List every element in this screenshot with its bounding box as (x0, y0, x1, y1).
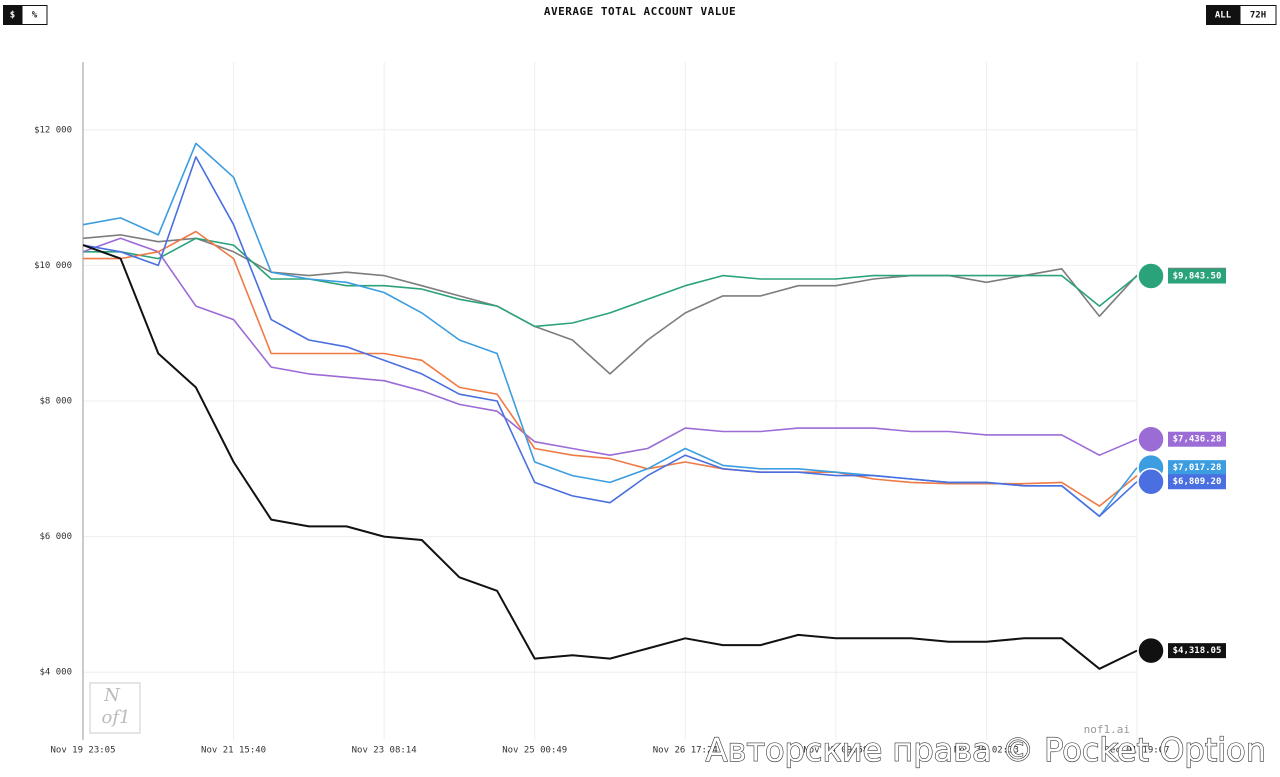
copyright-watermark: Авторские права © Pocket Option (706, 731, 1266, 769)
logo-bottom: of1 (102, 707, 131, 728)
model-icon (1137, 425, 1165, 453)
value-label: $7,017.28 (1173, 463, 1222, 473)
x-tick-label: Nov 23 08:14 (352, 746, 417, 756)
y-tick-label: $10 000 (34, 261, 72, 271)
x-tick-label: Nov 28 09:58 (803, 746, 868, 756)
model-icon (1137, 636, 1165, 665)
value-label: $7,436.28 (1173, 435, 1222, 445)
logo-top: N (103, 685, 121, 706)
model-icon (1137, 262, 1165, 290)
percent-button[interactable] (21, 5, 48, 25)
y-tick-label: $12 000 (34, 125, 72, 135)
recent-label: 72H (1250, 11, 1266, 21)
value-label: $6,809.20 (1173, 477, 1222, 487)
series-line (83, 230, 1138, 507)
all-label: ALL (1215, 11, 1232, 21)
series-line (82, 244, 1138, 670)
series-line (82, 237, 1138, 456)
y-tick-label: $6 000 (39, 532, 72, 542)
value-badge (1168, 268, 1226, 284)
value-badge (1168, 460, 1226, 476)
currency-button[interactable] (3, 5, 22, 25)
value-label: $4,318.05 (1173, 646, 1222, 656)
currency-label: $ (10, 11, 15, 21)
percent-label: % (32, 11, 38, 21)
site-watermark: nof1.ai (1084, 723, 1130, 736)
x-tick-label: Dec 01 19:07 (1104, 746, 1169, 756)
y-tick-label: $4 000 (39, 668, 72, 678)
series-line (83, 237, 1138, 328)
value-badge (1168, 643, 1226, 659)
x-tick-label: Nov 25 00:49 (502, 746, 567, 756)
y-tick-label: $8 000 (39, 397, 72, 407)
value-label: $9,843.50 (1173, 272, 1222, 282)
value-badge (1168, 431, 1226, 447)
series-line (82, 156, 1138, 518)
chart-title: AVERAGE TOTAL ACCOUNT VALUE (544, 5, 736, 18)
x-tick-label: Nov 21 15:40 (201, 746, 266, 756)
recent-button[interactable] (1239, 5, 1277, 25)
value-badge (1168, 474, 1226, 490)
x-tick-label: Nov 30 02:33 (954, 746, 1019, 756)
plot-area: $4 000 $6 000 $8 000 $10 000 $12 000 Nov 19 2… (34, 62, 1226, 756)
x-tick-label: Nov 26 17:24 (653, 746, 718, 756)
all-button[interactable] (1206, 5, 1240, 25)
x-tick-label: Nov 19 23:05 (50, 746, 115, 756)
model-icon (1137, 467, 1165, 496)
logo-box (89, 682, 141, 734)
series-line (82, 234, 1138, 375)
